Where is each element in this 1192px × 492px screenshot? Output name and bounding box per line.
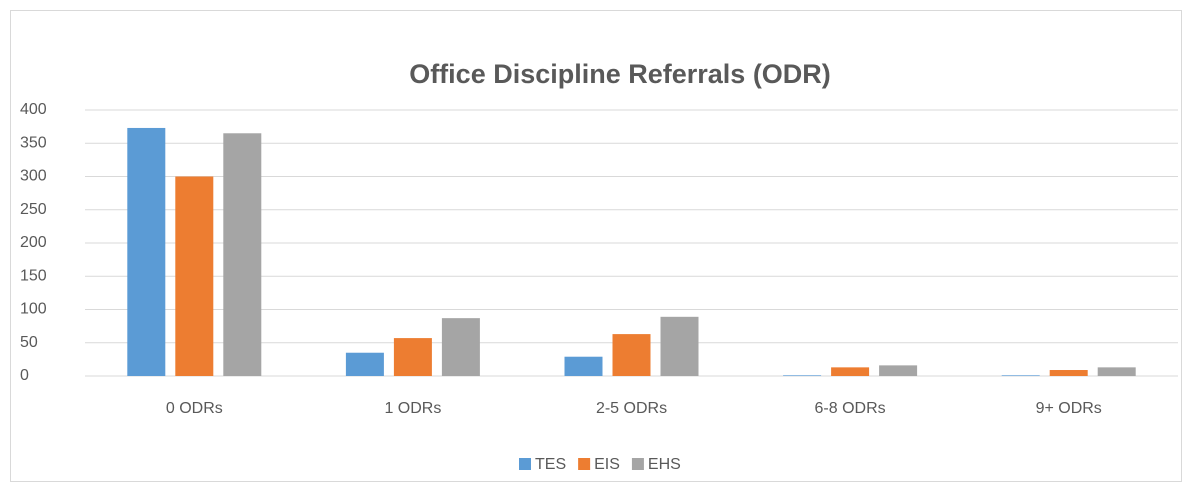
y-tick-label: 100 — [20, 301, 47, 318]
bar — [831, 367, 870, 376]
bar — [612, 334, 651, 376]
y-tick-label: 0 — [20, 367, 29, 384]
y-tick-label: 200 — [20, 234, 47, 251]
chart-title: Office Discipline Referrals (ODR) — [409, 59, 831, 89]
bar — [879, 365, 918, 376]
bar — [441, 318, 480, 376]
x-tick-label: 9+ ODRs — [1036, 400, 1102, 417]
bar — [175, 176, 214, 376]
legend-label: EHS — [648, 456, 681, 473]
legend-swatch — [578, 458, 591, 470]
bar — [1049, 370, 1088, 376]
y-tick-label: 50 — [20, 334, 38, 351]
x-tick-label: 0 ODRs — [166, 400, 223, 417]
y-tick-label: 150 — [20, 267, 47, 284]
legend-swatch — [631, 458, 644, 470]
bar — [393, 338, 432, 376]
legend-label: EIS — [594, 456, 620, 473]
y-tick-label: 250 — [20, 201, 47, 218]
legend-swatch — [519, 458, 531, 470]
bar — [1097, 367, 1136, 376]
x-tick-label: 6-8 ODRs — [815, 400, 886, 417]
bar — [223, 133, 262, 376]
y-tick-label: 400 — [20, 101, 47, 118]
bar — [660, 316, 699, 376]
y-tick-label: 350 — [20, 134, 47, 151]
x-tick-label: 1 ODRs — [384, 400, 441, 417]
bar — [345, 352, 384, 376]
x-tick-label: 2-5 ODRs — [596, 400, 667, 417]
bar — [564, 356, 603, 376]
y-tick-label: 300 — [20, 168, 47, 185]
bar — [127, 127, 166, 376]
bar — [1001, 375, 1040, 376]
legend-label: TES — [535, 456, 566, 473]
bar — [783, 375, 822, 376]
